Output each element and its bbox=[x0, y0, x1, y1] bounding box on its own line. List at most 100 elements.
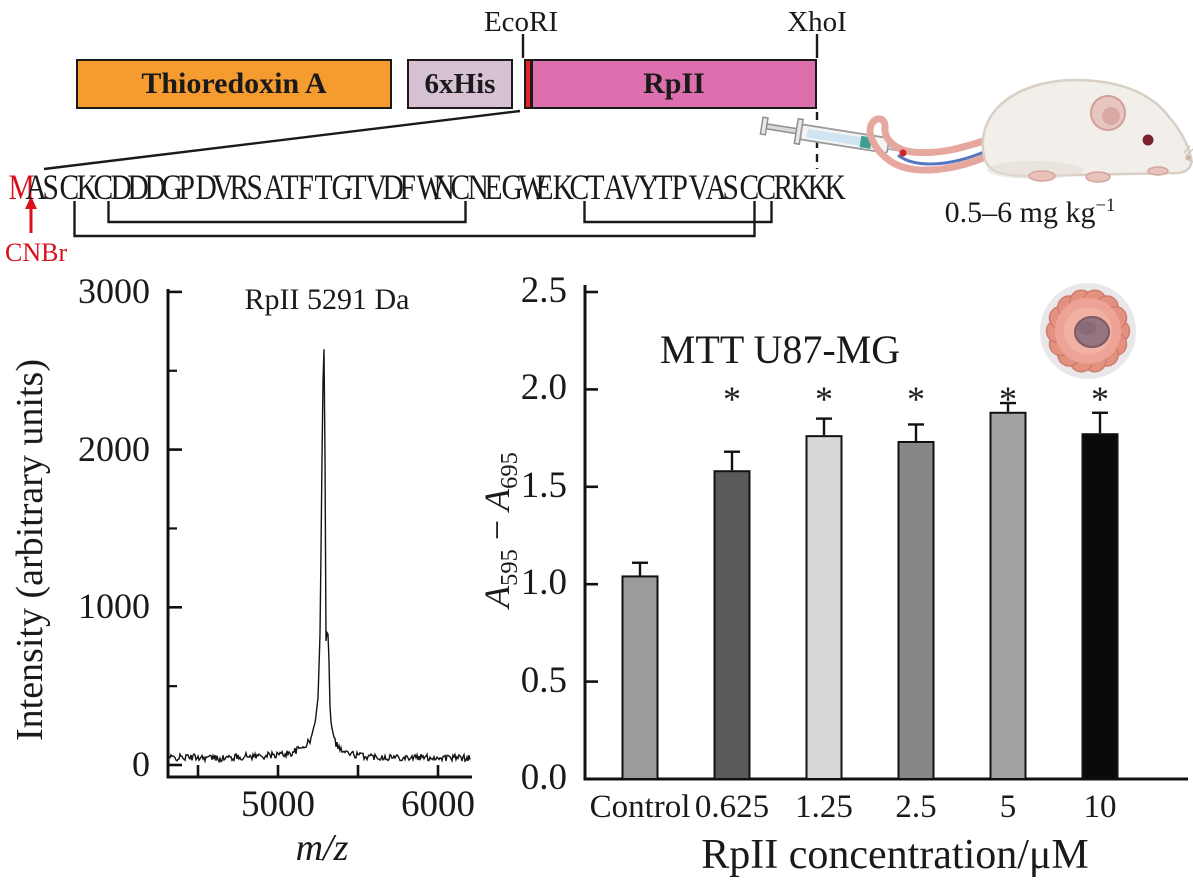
spectrum-y-tick-label: 1000 bbox=[78, 586, 150, 627]
spectrum-y-tick-label: 3000 bbox=[78, 270, 150, 311]
sequence-residue: N bbox=[467, 167, 489, 207]
construct-box-thioredoxin: Thioredoxin A bbox=[76, 59, 392, 109]
sequence-residue: R bbox=[773, 167, 793, 207]
sequence-residue: S bbox=[246, 167, 263, 207]
sequence-residue: D bbox=[382, 167, 404, 207]
sequence-residue: C bbox=[93, 167, 113, 207]
sequence-residue: W bbox=[416, 167, 444, 207]
construct-box-rpii: RpII bbox=[531, 59, 817, 109]
mouse-paw bbox=[1028, 170, 1056, 182]
bar-chart-x-axis-label: RpII concentration/μM bbox=[701, 832, 1089, 878]
sequence-residue: A bbox=[25, 167, 47, 207]
sequence-residue: G bbox=[161, 167, 183, 207]
mouse-nose bbox=[1185, 155, 1191, 161]
sequence-residue: D bbox=[195, 167, 217, 207]
sequence-residue: M bbox=[8, 167, 35, 207]
sequence-residue: P bbox=[671, 167, 688, 207]
mouse-eye bbox=[1142, 134, 1154, 146]
bar-y-tick-label: 1.5 bbox=[520, 464, 567, 506]
tail-vein bbox=[897, 146, 995, 166]
dose-label: 0.5–6 mg kg−1 bbox=[925, 195, 1135, 230]
bar-category-label: Control bbox=[589, 789, 691, 825]
sequence-residue: K bbox=[790, 167, 812, 207]
bar-chart-plot bbox=[583, 285, 1188, 781]
sequence-residue: T bbox=[348, 167, 367, 207]
sequence-residue: K bbox=[824, 167, 846, 207]
sequence-residue: V bbox=[212, 167, 234, 207]
bar-10 bbox=[1081, 433, 1119, 780]
significance-asterisk: * bbox=[723, 379, 741, 419]
significance-asterisk: * bbox=[999, 379, 1017, 419]
mouse-shading bbox=[987, 161, 1083, 179]
sequence-residue: C bbox=[569, 167, 589, 207]
disulfide-brackets bbox=[73, 201, 773, 238]
sequence-residue: A bbox=[705, 167, 727, 207]
sequence-residue: R bbox=[229, 167, 249, 207]
dose-text: 0.5–6 mg kg bbox=[944, 196, 1096, 229]
bar-y-tick-label: 1.0 bbox=[520, 562, 567, 604]
sequence-residue: E bbox=[484, 167, 503, 207]
mouse-whiskers bbox=[1183, 145, 1193, 163]
sequence-residue: C bbox=[756, 167, 776, 207]
injection-point bbox=[899, 149, 907, 157]
sequence-residue: W bbox=[518, 167, 546, 207]
syringe-icon bbox=[759, 116, 920, 154]
sequence-residue: K bbox=[807, 167, 829, 207]
sequence-residue: S bbox=[42, 167, 59, 207]
bar-category-label: 0.625 bbox=[694, 789, 770, 825]
sequence-residue: K bbox=[76, 167, 98, 207]
significance-asterisk: * bbox=[1091, 379, 1109, 419]
sequence-residue: A bbox=[263, 167, 285, 207]
spectrum-trace bbox=[168, 349, 471, 764]
bar-category-label: 1.25 bbox=[795, 789, 853, 825]
sequence-residue: N bbox=[433, 167, 455, 207]
significance-asterisk: * bbox=[815, 379, 833, 419]
sequence-residue: C bbox=[739, 167, 759, 207]
bar-category-label: 2.5 bbox=[895, 789, 937, 825]
bar-2.5 bbox=[897, 440, 935, 780]
construct-box-6xhis: 6xHis bbox=[407, 59, 513, 109]
bar-0.625 bbox=[713, 470, 751, 780]
sequence-residue: T bbox=[654, 167, 673, 207]
cell-nucleus-shade bbox=[1078, 321, 1096, 335]
construct-box-label: Thioredoxin A bbox=[141, 67, 327, 100]
mouse-body bbox=[981, 78, 1193, 178]
bar-category-label: 5 bbox=[999, 789, 1017, 825]
sequence-residue: T bbox=[280, 167, 299, 207]
sequence-residue: C bbox=[59, 167, 79, 207]
bar-control bbox=[621, 575, 659, 781]
mass-spectrum-plot bbox=[166, 289, 472, 779]
sequence-residue: T bbox=[586, 167, 605, 207]
zoom-wedge-line bbox=[43, 109, 521, 171]
spectrum-title: RpII 5291 Da bbox=[244, 283, 410, 316]
spectrum-x-axis-label: m/z bbox=[295, 827, 349, 869]
significance-asterisk: * bbox=[907, 379, 925, 419]
bar-chart-title: MTT U87-MG bbox=[659, 327, 901, 372]
sequence-residue: D bbox=[110, 167, 132, 207]
cnbr-label: CNBr bbox=[5, 238, 68, 267]
disulfide-bracket bbox=[73, 201, 756, 238]
sequence-residue: P bbox=[178, 167, 195, 207]
sequence-residue: V bbox=[688, 167, 710, 207]
spectrum-x-tick-label: 6000 bbox=[401, 784, 475, 825]
sequence-residue: V bbox=[365, 167, 387, 207]
bar-chart-y-axis-label: A595 − A695 bbox=[473, 370, 523, 690]
sequence-residue: Y bbox=[637, 167, 659, 207]
sequence-residue: F bbox=[399, 167, 416, 207]
tumor-cell-icon bbox=[1040, 283, 1136, 379]
mouse-illustration bbox=[759, 78, 1193, 183]
sequence-residue: G bbox=[331, 167, 353, 207]
disulfide-bracket bbox=[107, 201, 467, 224]
bar-y-tick-label: 0.0 bbox=[520, 757, 567, 798]
xhoi-label: XhoI bbox=[787, 6, 847, 38]
mouse-tail bbox=[866, 115, 1001, 174]
bar-y-tick-label: 0.5 bbox=[520, 659, 567, 701]
bar-1.25 bbox=[805, 435, 843, 780]
dose-exponent: −1 bbox=[1095, 195, 1116, 216]
sequence-residue: T bbox=[314, 167, 333, 207]
sequence-residue: A bbox=[603, 167, 625, 207]
mouse-paw bbox=[1147, 166, 1169, 176]
cnbr-arrow-icon bbox=[25, 196, 37, 233]
